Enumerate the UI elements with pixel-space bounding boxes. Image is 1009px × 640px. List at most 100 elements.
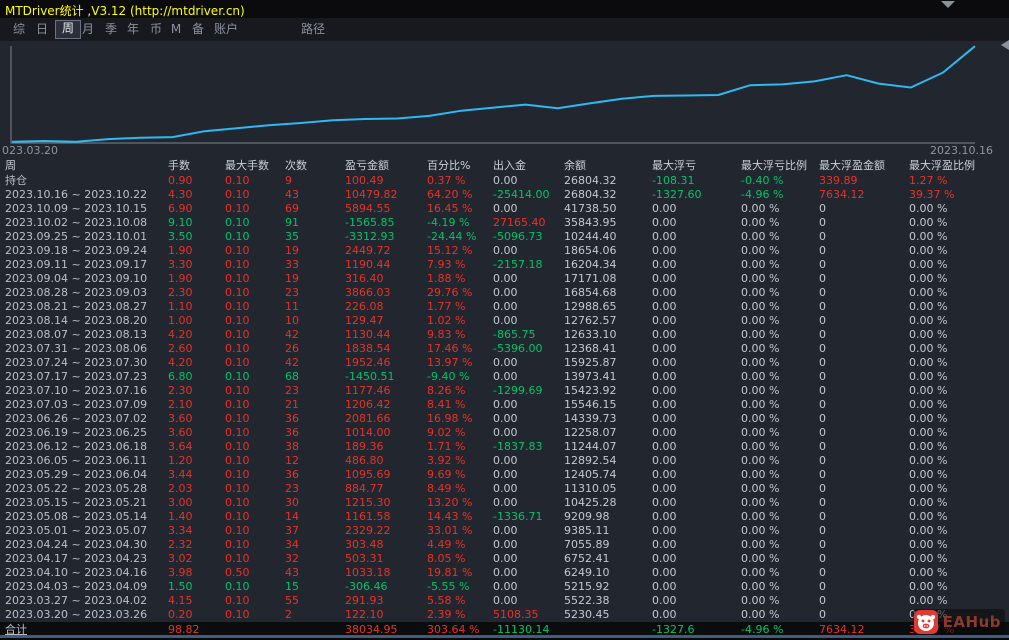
table-cell: 0.10: [225, 188, 250, 201]
table-row[interactable]: 2023.03.20 ~ 2023.03.26 0.20 0.10 2 122.10 2.…: [0, 608, 1009, 622]
table-cell: 43: [285, 188, 299, 201]
menu-tab-备[interactable]: 备: [191, 22, 204, 36]
table-cell: 16854.68: [564, 286, 617, 299]
menu-tab-月[interactable]: 月: [81, 22, 94, 36]
table-row[interactable]: 2023.07.31 ~ 2023.08.06 2.60 0.10 26 1838.54…: [0, 342, 1009, 356]
table-row[interactable]: 2023.09.18 ~ 2023.09.24 1.90 0.10 19 2449.72…: [0, 244, 1009, 258]
table-cell: 16204.34: [564, 258, 617, 271]
table-row[interactable]: 2023.04.17 ~ 2023.04.23 3.02 0.10 32 503.31 8…: [0, 552, 1009, 566]
table-cell: 14.43 %: [427, 510, 473, 523]
menu-tab-季[interactable]: 季: [104, 22, 117, 36]
table-row[interactable]: 2023.10.09 ~ 2023.10.15 6.90 0.10 69 5894.55…: [0, 202, 1009, 216]
table-cell: 36: [285, 426, 299, 439]
table-cell: 0.00: [493, 524, 518, 537]
column-header[interactable]: 出入金: [493, 159, 526, 172]
table-cell: 0.00 %: [741, 328, 780, 341]
menu-tab-周[interactable]: 周: [55, 20, 81, 39]
table-total-row[interactable]: 合计 98.82 38034.95 303.64 % -11130.14 -1327.6 -…: [0, 622, 1009, 637]
table-cell: 42: [285, 356, 299, 369]
table-cell: 0.00: [652, 272, 677, 285]
table-cell: 0.00: [652, 482, 677, 495]
table-cell: 11310.05: [564, 482, 617, 495]
table-row[interactable]: 2023.04.24 ~ 2023.04.30 2.32 0.10 34 303.48 4…: [0, 538, 1009, 552]
column-header[interactable]: 最大浮亏: [652, 159, 696, 172]
scroll-down-indicator-icon[interactable]: [941, 1, 955, 8]
column-header[interactable]: 最大浮盈比例: [909, 159, 975, 172]
column-header[interactable]: 最大手数: [225, 159, 269, 172]
table-row[interactable]: 2023.10.16 ~ 2023.10.22 4.30 0.10 43 10479.8…: [0, 188, 1009, 202]
menu-tab-币[interactable]: 币: [149, 22, 162, 36]
table-row[interactable]: 2023.03.27 ~ 2023.04.02 4.15 0.10 55 291.93 5…: [0, 594, 1009, 608]
table-row[interactable]: 2023.05.29 ~ 2023.06.04 3.44 0.10 36 1095.69…: [0, 468, 1009, 482]
table-row[interactable]: 2023.09.04 ~ 2023.09.10 1.90 0.10 19 316.40 1…: [0, 272, 1009, 286]
table-row[interactable]: 2023.04.10 ~ 2023.04.16 3.98 0.50 43 1033.18…: [0, 566, 1009, 580]
table-cell: 0: [819, 538, 826, 551]
table-cell: 189.36: [345, 440, 384, 453]
table-cell: 0: [819, 468, 826, 481]
column-header[interactable]: 次数: [285, 159, 307, 172]
column-header[interactable]: 余额: [564, 159, 586, 172]
column-header[interactable]: 最大浮亏比例: [741, 159, 807, 172]
table-cell: 0.00 %: [909, 370, 948, 383]
table-row[interactable]: 2023.06.12 ~ 2023.06.18 3.64 0.10 38 189.36 1…: [0, 440, 1009, 454]
week-label: 2023.04.17 ~ 2023.04.23: [5, 552, 148, 565]
menu-tab-综[interactable]: 综: [12, 22, 25, 36]
column-header[interactable]: 周: [5, 159, 16, 172]
table-row[interactable]: 2023.06.19 ~ 2023.06.25 3.60 0.10 36 1014.00…: [0, 426, 1009, 440]
column-header[interactable]: 最大浮盈金额: [819, 159, 885, 172]
week-label: 2023.07.03 ~ 2023.07.09: [5, 398, 148, 411]
week-label: 2023.04.24 ~ 2023.04.30: [5, 538, 148, 551]
table-row[interactable]: 2023.08.28 ~ 2023.09.03 2.30 0.10 23 3866.03…: [0, 286, 1009, 300]
table-row[interactable]: 2023.05.15 ~ 2023.05.21 3.00 0.10 30 1215.30…: [0, 496, 1009, 510]
table-row[interactable]: 2023.09.25 ~ 2023.10.01 3.50 0.10 35 -3312.9…: [0, 230, 1009, 244]
table-cell: 1.27 %: [909, 174, 948, 187]
table-cell: 0.00 %: [741, 286, 780, 299]
table-row[interactable]: 2023.10.02 ~ 2023.10.08 9.10 0.10 91 -1565.8…: [0, 216, 1009, 230]
table-row[interactable]: 2023.07.24 ~ 2023.07.30 4.20 0.10 42 1952.46…: [0, 356, 1009, 370]
table-cell: 0.00 %: [909, 426, 948, 439]
table-cell: 9.02 %: [427, 426, 466, 439]
table-row[interactable]: 2023.07.03 ~ 2023.07.09 2.10 0.10 21 1206.42…: [0, 398, 1009, 412]
column-header[interactable]: 手数: [168, 159, 190, 172]
table-cell: 32: [285, 552, 299, 565]
table-row[interactable]: 2023.05.01 ~ 2023.05.07 3.34 0.10 37 2329.22…: [0, 524, 1009, 538]
table-cell: 0: [819, 300, 826, 313]
table-cell: 0.00: [493, 202, 518, 215]
week-label: 2023.08.07 ~ 2023.08.13: [5, 328, 148, 341]
table-cell: 3.34: [168, 524, 193, 537]
table-cell: 0.00 %: [741, 482, 780, 495]
table-row[interactable]: 2023.05.08 ~ 2023.05.14 1.40 0.10 14 1161.58…: [0, 510, 1009, 524]
table-row[interactable]: 2023.07.17 ~ 2023.07.23 6.80 0.10 68 -1450.5…: [0, 370, 1009, 384]
table-cell: 33: [285, 258, 299, 271]
menu-tab-账户[interactable]: 账户: [213, 22, 238, 36]
table-row[interactable]: 2023.07.10 ~ 2023.07.16 2.30 0.10 23 1177.46…: [0, 384, 1009, 398]
table-cell: 0.00 %: [909, 468, 948, 481]
menu-tab-年[interactable]: 年: [126, 22, 139, 36]
table-cell: 0.00 %: [741, 356, 780, 369]
menu-tab-日[interactable]: 日: [35, 22, 48, 36]
table-row[interactable]: 2023.08.14 ~ 2023.08.20 1.00 0.10 10 129.47 1…: [0, 314, 1009, 328]
table-cell: 13973.41: [564, 370, 617, 383]
table-cell: 1.71 %: [427, 440, 466, 453]
table-row[interactable]: 2023.08.21 ~ 2023.08.27 1.10 0.10 11 226.08 1…: [0, 300, 1009, 314]
table-row[interactable]: 2023.05.22 ~ 2023.05.28 2.03 0.10 23 884.77 8…: [0, 482, 1009, 496]
table-cell: 0.00 %: [741, 566, 780, 579]
table-row[interactable]: 2023.06.26 ~ 2023.07.02 3.60 0.10 36 2081.66…: [0, 412, 1009, 426]
window-title: MTDriver统计 ,V3.12 (http://mtdriver.cn): [5, 4, 245, 18]
table-row[interactable]: 2023.09.11 ~ 2023.09.17 3.30 0.10 33 1190.44…: [0, 258, 1009, 272]
menu-tab-M[interactable]: M: [170, 22, 182, 36]
table-cell: 1190.44: [345, 258, 391, 271]
column-header[interactable]: 百分比%: [427, 159, 471, 172]
table-cell: 33.01 %: [427, 524, 473, 537]
table-row[interactable]: 持仓 0.90 0.10 9 100.49 0.37 % 0.00 26804.32 -108.…: [0, 174, 1009, 188]
table-row[interactable]: 2023.06.05 ~ 2023.06.11 1.20 0.10 12 486.80 3…: [0, 454, 1009, 468]
table-row[interactable]: 2023.04.03 ~ 2023.04.09 1.50 0.10 15 -306.46…: [0, 580, 1009, 594]
table-cell: 1.50: [168, 580, 193, 593]
week-label: 2023.03.20 ~ 2023.03.26: [5, 608, 148, 621]
table-cell: 0.00 %: [909, 272, 948, 285]
menu-tab-路径[interactable]: 路径: [300, 22, 325, 36]
column-header[interactable]: 盈亏金额: [345, 159, 389, 172]
table-cell: 0.00 %: [909, 244, 948, 257]
table-cell: 4.30: [168, 188, 193, 201]
table-row[interactable]: 2023.08.07 ~ 2023.08.13 4.20 0.10 42 1130.44…: [0, 328, 1009, 342]
